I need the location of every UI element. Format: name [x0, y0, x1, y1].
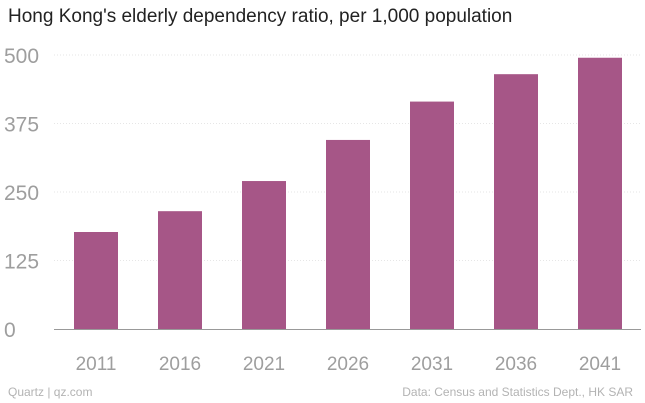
chart-title: Hong Kong's elderly dependency ratio, pe… [8, 6, 513, 27]
bar-2036 [494, 74, 538, 330]
x-tick-label: 2036 [495, 354, 537, 375]
x-tick-label: 2041 [579, 354, 621, 375]
bar-2041 [578, 57, 622, 330]
y-tick-label: 375 [4, 114, 39, 137]
y-axis-ticks: 0 125 250 375 500 [4, 45, 39, 342]
footer-source: Data: Census and Statistics Dept., HK SA… [402, 385, 633, 399]
x-axis-ticks: 2011 2016 2021 2026 2031 2036 2041 [76, 354, 622, 375]
gridlines [54, 54, 641, 261]
y-tick-label: 125 [4, 251, 39, 274]
bar-2021 [242, 181, 286, 329]
bars [74, 57, 622, 330]
footer-credit: Quartz | qz.com [8, 385, 93, 399]
x-tick-label: 2016 [159, 354, 201, 375]
bar-2031 [410, 101, 454, 329]
bar-2026 [326, 139, 370, 329]
y-tick-label: 500 [4, 45, 39, 68]
x-tick-label: 2026 [327, 354, 369, 375]
bar-2016 [158, 211, 202, 329]
x-tick-label: 2021 [243, 354, 285, 375]
y-tick-label: 0 [4, 319, 16, 342]
x-tick-label: 2031 [411, 354, 453, 375]
y-tick-label: 250 [4, 182, 39, 205]
bar-2011 [74, 232, 118, 329]
x-tick-label: 2011 [76, 354, 117, 375]
